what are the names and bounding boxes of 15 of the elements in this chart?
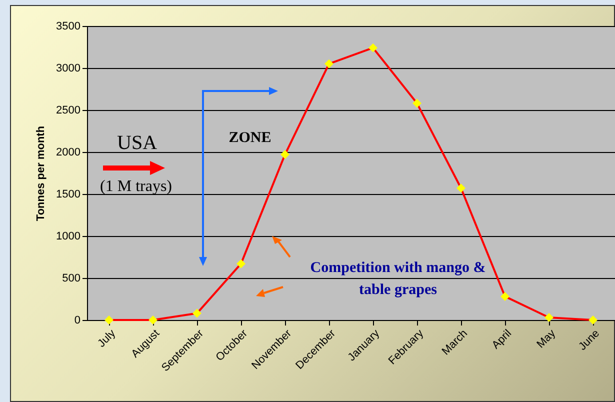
annotation: Competition with mango & table grapes bbox=[310, 260, 486, 298]
y-tick-label: 0 bbox=[74, 314, 80, 326]
y-tick-label: 2000 bbox=[56, 146, 80, 158]
y-tick-label: 1000 bbox=[56, 230, 80, 242]
x-tick-label: May bbox=[534, 327, 558, 351]
y-tick-label: 3500 bbox=[56, 20, 80, 32]
annotation: (1 M trays) bbox=[100, 178, 172, 195]
y-tick-label: 500 bbox=[62, 272, 80, 284]
annotation: ZONE bbox=[228, 130, 272, 146]
x-tick-label: July bbox=[96, 327, 118, 350]
y-tick-label: 2500 bbox=[56, 104, 80, 116]
y-tick-label: 1500 bbox=[56, 188, 80, 200]
annotation: USA bbox=[116, 132, 158, 154]
y-axis-title: Tonnes per month bbox=[35, 126, 48, 222]
y-tick-label: 3000 bbox=[56, 62, 80, 74]
